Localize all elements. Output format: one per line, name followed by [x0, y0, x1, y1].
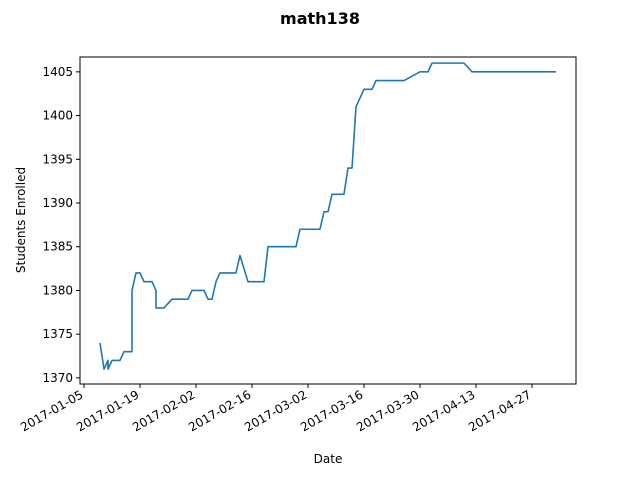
x-tick-label: 2017-02-16 — [186, 387, 253, 434]
y-tick-label: 1390 — [42, 196, 73, 210]
x-tick-label: 2017-02-02 — [130, 387, 197, 434]
x-tick-label: 2017-04-13 — [410, 387, 477, 434]
y-tick-label: 1400 — [42, 109, 73, 123]
x-tick-label: 2017-04-27 — [466, 387, 533, 434]
x-tick-label: 2017-01-05 — [18, 387, 85, 434]
x-axis-label: Date — [314, 452, 343, 466]
y-tick-label: 1370 — [42, 371, 73, 385]
y-axis-label: Students Enrolled — [14, 167, 28, 273]
plot-border — [79, 56, 577, 385]
y-tick-label: 1395 — [42, 152, 73, 166]
y-tick-label: 1380 — [42, 283, 73, 297]
series-line — [99, 62, 556, 370]
series-layer — [99, 62, 556, 370]
y-tick-label: 1385 — [42, 240, 73, 254]
x-tick-label: 2017-03-16 — [298, 387, 365, 434]
chart-title: math138 — [280, 9, 360, 28]
x-axis: 2017-01-052017-01-192017-02-022017-02-16… — [18, 384, 534, 434]
y-axis: 1370 1375 1380 1385 1390 1395 1400 1405 — [42, 65, 80, 385]
x-tick-label: 2017-03-30 — [354, 387, 421, 434]
plot-frame — [79, 56, 577, 385]
x-tick-label: 2017-01-19 — [74, 387, 141, 434]
y-tick-label: 1375 — [42, 327, 73, 341]
y-tick-label: 1405 — [42, 65, 73, 79]
x-tick-label: 2017-03-02 — [242, 387, 309, 434]
